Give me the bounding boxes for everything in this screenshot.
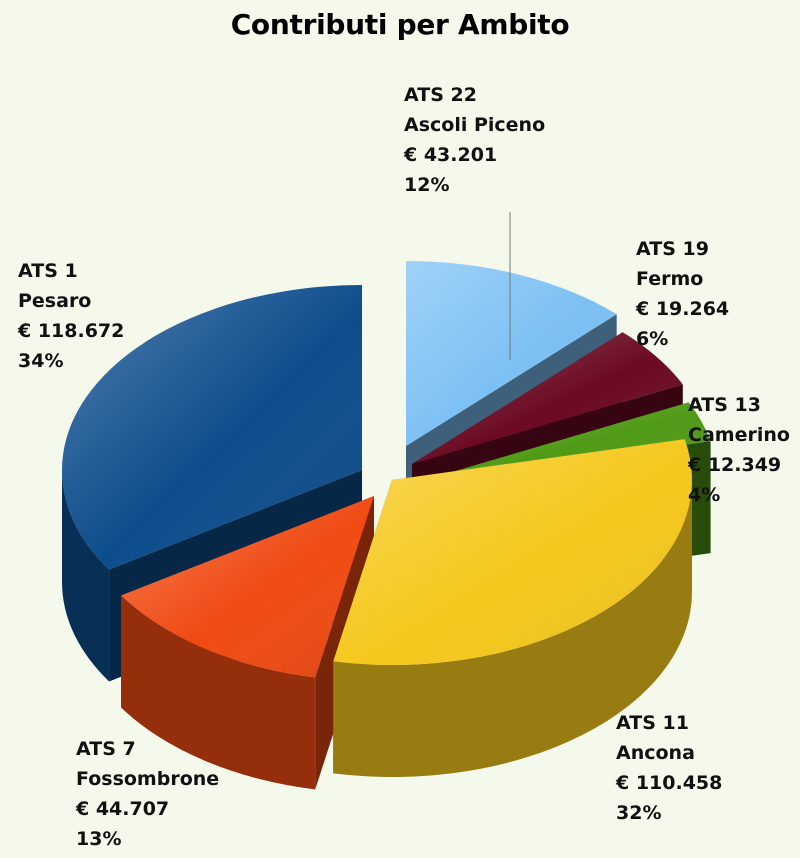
label-ats-19-amount: € 19.264 [636,298,730,320]
slice-highlight-3 [333,439,692,665]
label-ats-11-amount: € 110.458 [616,772,723,794]
label-ats-11: ATS 11 Ancona € 110.458 32% [616,708,722,828]
label-ats-19-name: ATS 19 [636,238,709,260]
label-ats-1: ATS 1 Pesaro € 118.672 34% [18,256,124,376]
pie-tops [61,261,711,678]
label-ats-22: ATS 22 Ascoli Piceno € 43.201 12% [404,80,545,200]
label-ats-22-amount: € 43.201 [404,144,498,166]
label-ats-11-name: ATS 11 [616,712,689,734]
slice-highlight-1 [412,332,683,464]
label-ats-19: ATS 19 Fermo € 19.264 6% [636,234,729,354]
label-ats-19-percent: 6% [636,328,669,350]
label-ats-13-place: Camerino [688,424,790,446]
label-ats-13-amount: € 12.349 [688,454,782,476]
slice-highlight-4 [121,496,374,678]
label-ats-11-percent: 32% [616,802,662,824]
label-ats-22-place: Ascoli Piceno [404,114,546,136]
label-ats-1-amount: € 118.672 [18,320,125,342]
label-ats-1-percent: 34% [18,350,64,372]
label-ats-13: ATS 13 Camerino € 12.349 4% [688,390,790,510]
label-ats-7: ATS 7 Fossombrone € 44.707 13% [76,734,219,854]
label-ats-7-percent: 13% [76,828,122,850]
label-ats-13-name: ATS 13 [688,394,761,416]
slice-side-5 [62,470,110,682]
label-ats-13-percent: 4% [688,484,721,506]
label-ats-7-place: Fossombrone [76,768,220,790]
label-ats-7-amount: € 44.707 [76,798,170,820]
chart-title: Contributi per Ambito [230,8,570,41]
slice-highlight-2 [418,402,711,482]
label-ats-11-place: Ancona [616,742,695,764]
label-ats-19-place: Fermo [636,268,704,290]
slice-side-3 [333,480,692,777]
label-ats-22-percent: 12% [404,174,450,196]
label-ats-7-name: ATS 7 [76,738,136,760]
slice-side-4 [121,595,316,790]
slice-highlight-5 [61,285,363,570]
slice-highlight-0 [406,261,617,446]
label-ats-22-name: ATS 22 [404,84,477,106]
label-ats-1-place: Pesaro [18,290,92,312]
label-ats-1-name: ATS 1 [18,260,78,282]
